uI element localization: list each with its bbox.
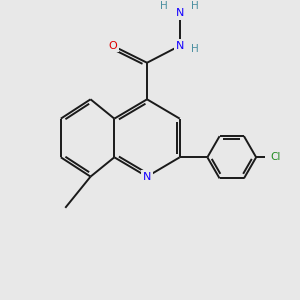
Text: O: O [109, 41, 117, 51]
Text: N: N [143, 172, 151, 182]
Text: N: N [176, 8, 184, 18]
Text: N: N [176, 41, 184, 51]
Text: Cl: Cl [270, 152, 281, 162]
Text: H: H [191, 1, 199, 11]
Text: H: H [191, 44, 199, 54]
Text: H: H [160, 1, 168, 11]
